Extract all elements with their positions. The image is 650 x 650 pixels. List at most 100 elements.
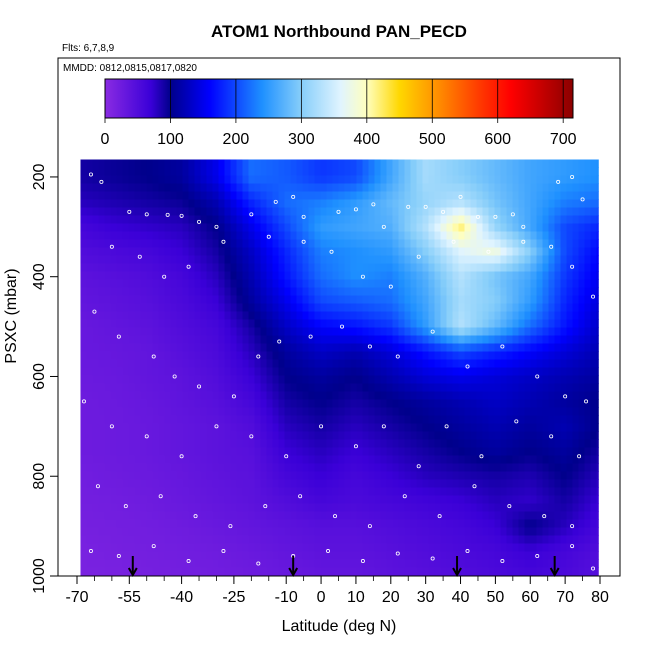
heatmap-cell <box>224 487 231 496</box>
heatmap-cell <box>140 463 147 472</box>
heatmap-cell <box>380 255 387 264</box>
heatmap-cell <box>434 471 441 480</box>
heatmap-cell <box>356 223 363 232</box>
heatmap-cell <box>200 535 207 544</box>
heatmap-cell <box>266 527 273 536</box>
heatmap-cell <box>380 159 387 168</box>
heatmap-cell <box>314 303 321 312</box>
heatmap-cell <box>302 399 309 408</box>
heatmap-cell <box>410 223 417 232</box>
heatmap-cell <box>386 543 393 552</box>
heatmap-cell <box>398 463 405 472</box>
heatmap-cell <box>110 279 117 288</box>
heatmap-cell <box>434 215 441 224</box>
heatmap-cell <box>266 159 273 168</box>
heatmap-cell <box>182 159 189 168</box>
heatmap-cell <box>536 423 543 432</box>
heatmap-cell <box>128 183 135 192</box>
heatmap-cell <box>542 183 549 192</box>
heatmap-cell <box>524 319 531 328</box>
heatmap-cell <box>494 495 501 504</box>
heatmap-cell <box>548 271 555 280</box>
heatmap-cell <box>200 455 207 464</box>
heatmap-cell <box>428 231 435 240</box>
heatmap-cell <box>122 343 129 352</box>
heatmap-cell <box>320 279 327 288</box>
heatmap-cell <box>194 279 201 288</box>
heatmap-cell <box>596 503 599 512</box>
heatmap-cell <box>386 527 393 536</box>
heatmap-cell <box>332 503 339 512</box>
heatmap-cell <box>458 303 465 312</box>
heatmap-cell <box>158 335 165 344</box>
heatmap-cell <box>566 319 573 328</box>
heatmap-cell <box>338 319 345 328</box>
heatmap-cell <box>296 295 303 304</box>
heatmap-cell <box>452 319 459 328</box>
heatmap-cell <box>134 503 141 512</box>
heatmap-cell <box>128 191 135 200</box>
heatmap-cell <box>380 407 387 416</box>
heatmap-cell <box>404 471 411 480</box>
heatmap-cell <box>356 319 363 328</box>
heatmap-cell <box>98 511 105 520</box>
heatmap-cell <box>152 255 159 264</box>
heatmap-cell <box>374 359 381 368</box>
heatmap-cell <box>350 295 357 304</box>
heatmap-cell <box>326 567 333 576</box>
heatmap-cell <box>356 247 363 256</box>
heatmap-cell <box>230 327 237 336</box>
heatmap-cell <box>122 231 129 240</box>
heatmap-cell <box>464 383 471 392</box>
heatmap-cell <box>464 535 471 544</box>
heatmap-cell <box>578 223 585 232</box>
heatmap-cell <box>134 351 141 360</box>
heatmap-cell <box>590 567 597 576</box>
heatmap-cell <box>578 351 585 360</box>
heatmap-cell <box>98 255 105 264</box>
heatmap-cell <box>344 231 351 240</box>
heatmap-cell <box>248 495 255 504</box>
heatmap-cell <box>362 391 369 400</box>
heatmap-cell <box>548 303 555 312</box>
heatmap-cell <box>398 207 405 216</box>
sample-marker <box>256 354 261 359</box>
heatmap-cell <box>272 359 279 368</box>
heatmap-cell <box>224 175 231 184</box>
heatmap-cell <box>506 415 513 424</box>
heatmap-cell <box>188 279 195 288</box>
heatmap-cell <box>248 527 255 536</box>
heatmap-cell <box>296 247 303 256</box>
heatmap-cell <box>194 223 201 232</box>
heatmap-cell <box>446 247 453 256</box>
heatmap-cell <box>440 519 447 528</box>
heatmap-cell <box>404 359 411 368</box>
heatmap-cell <box>380 191 387 200</box>
heatmap-cell <box>380 415 387 424</box>
heatmap-cell <box>182 559 189 568</box>
heatmap-cell <box>416 383 423 392</box>
heatmap-cell <box>434 191 441 200</box>
heatmap-cell <box>416 551 423 560</box>
heatmap-cell <box>332 495 339 504</box>
heatmap-cell <box>422 511 429 520</box>
heatmap-cell <box>374 287 381 296</box>
heatmap-cell <box>548 519 555 528</box>
heatmap-cell <box>380 559 387 568</box>
heatmap-cell <box>188 407 195 416</box>
heatmap-cell <box>140 447 147 456</box>
heatmap-cell <box>242 455 249 464</box>
heatmap-cell <box>356 487 363 496</box>
heatmap-cell <box>194 215 201 224</box>
heatmap-cell <box>266 567 273 576</box>
heatmap-cell <box>536 279 543 288</box>
heatmap-cell <box>404 503 411 512</box>
heatmap-cell <box>572 447 579 456</box>
heatmap-cell <box>296 287 303 296</box>
heatmap-cell <box>278 215 285 224</box>
heatmap-cell <box>404 215 411 224</box>
heatmap-cell <box>146 407 153 416</box>
heatmap-cell <box>566 423 573 432</box>
heatmap-cell <box>398 447 405 456</box>
heatmap-cell <box>152 239 159 248</box>
